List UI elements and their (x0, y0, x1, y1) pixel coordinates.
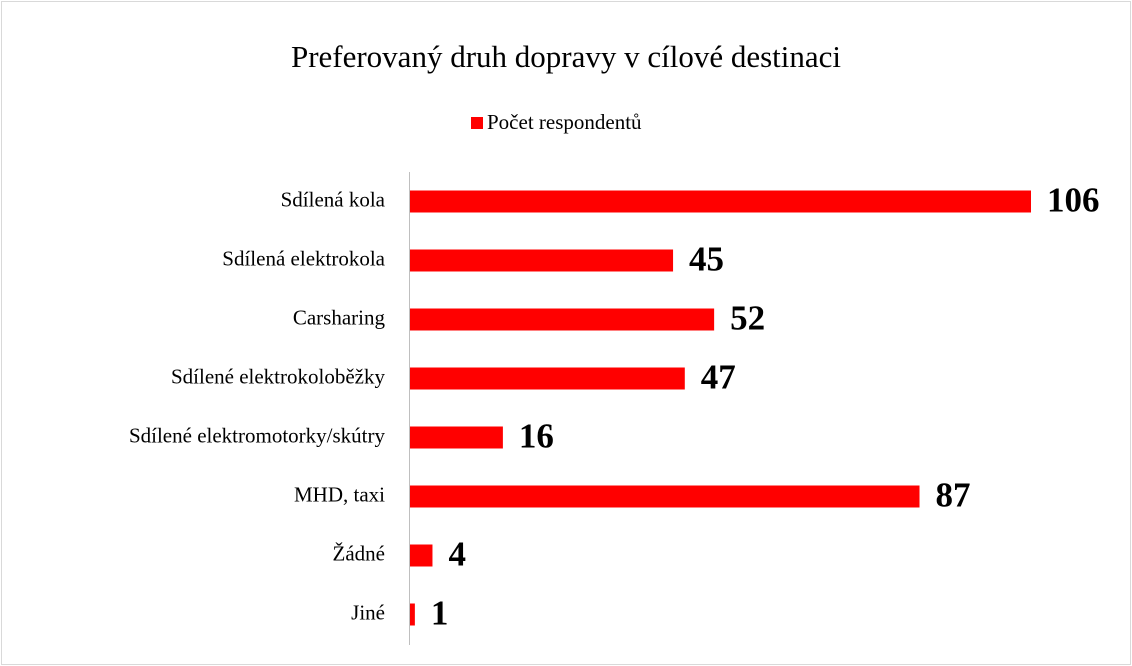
data-label: 45 (689, 240, 724, 279)
bar (410, 603, 415, 626)
data-label: 4 (448, 535, 466, 574)
bar (410, 485, 920, 508)
data-label: 87 (936, 476, 971, 515)
category-label: MHD, taxi (294, 482, 385, 506)
legend-label: Počet respondentů (487, 110, 642, 134)
category-label: Žádné (333, 541, 385, 565)
category-label: Sdílená kola (281, 187, 386, 211)
bar (410, 249, 674, 272)
category-label: Sdílená elektrokola (222, 246, 385, 270)
bar (410, 190, 1031, 213)
category-label: Sdílené elektromotorky/skútry (129, 423, 386, 447)
legend-swatch (471, 117, 483, 129)
bar (410, 544, 433, 567)
category-label: Sdílené elektrokoloběžky (171, 364, 386, 388)
bar (410, 308, 715, 331)
data-label: 52 (730, 299, 765, 338)
data-label: 16 (519, 417, 554, 456)
category-label: Carsharing (293, 305, 386, 329)
data-label: 47 (701, 358, 736, 397)
data-label: 106 (1047, 181, 1100, 220)
data-label: 1 (431, 594, 449, 633)
category-label: Jiné (351, 600, 385, 624)
chart-title: Preferovaný druh dopravy v cílové destin… (291, 39, 841, 74)
bar (410, 367, 685, 390)
bar (410, 426, 503, 449)
